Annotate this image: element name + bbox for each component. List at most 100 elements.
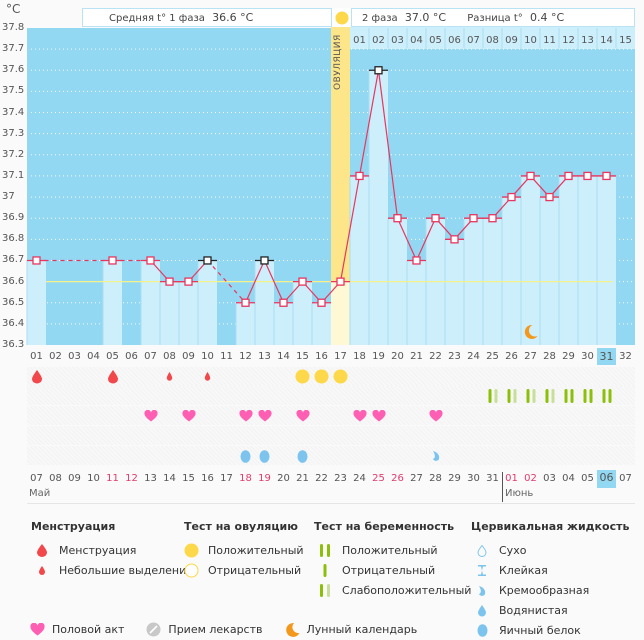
intercourse-marker[interactable] xyxy=(350,406,369,425)
cycle-day-label[interactable]: 28 xyxy=(543,351,556,362)
calendar-date-label[interactable]: 08 xyxy=(49,473,62,484)
calendar-date-label[interactable]: 31 xyxy=(486,473,499,484)
cycle-day-label[interactable]: 30 xyxy=(581,351,594,362)
temperature-bar xyxy=(350,175,369,345)
calendar-date-label[interactable]: 19 xyxy=(258,473,271,484)
calendar-date-label[interactable]: 06 xyxy=(597,470,616,488)
legend-title: Менструация xyxy=(31,520,116,533)
pregnancy-test-marker[interactable] xyxy=(559,386,578,405)
pregnancy-positive-icon xyxy=(320,543,330,557)
menstruation-marker[interactable] xyxy=(103,367,122,386)
cycle-day-label[interactable]: 15 xyxy=(296,351,309,362)
spotting-marker[interactable] xyxy=(198,367,217,386)
cycle-day-label[interactable]: 01 xyxy=(30,351,43,362)
pregnancy-test-marker[interactable] xyxy=(597,386,616,405)
intercourse-marker[interactable] xyxy=(179,406,198,425)
menstruation-marker[interactable] xyxy=(27,367,46,386)
calendar-date-label[interactable]: 17 xyxy=(220,473,233,484)
cycle-day-label[interactable]: 14 xyxy=(277,351,290,362)
calendar-date-label[interactable]: 16 xyxy=(201,473,214,484)
calendar-date-label[interactable]: 03 xyxy=(543,473,556,484)
spotting-marker[interactable] xyxy=(160,367,179,386)
temperature-bar xyxy=(160,281,179,345)
pregnancy-test-marker[interactable] xyxy=(483,386,502,405)
calendar-date-label[interactable]: 29 xyxy=(448,473,461,484)
cycle-day-label[interactable]: 27 xyxy=(524,351,537,362)
cycle-day-label[interactable]: 11 xyxy=(220,351,233,362)
pregnancy-test-marker[interactable] xyxy=(578,386,597,405)
calendar-date-label[interactable]: 28 xyxy=(429,473,442,484)
calendar-date-label[interactable]: 14 xyxy=(163,473,176,484)
calendar-date-label[interactable]: 26 xyxy=(391,473,404,484)
cervical-fluid-marker[interactable] xyxy=(255,446,274,465)
calendar-date-label[interactable]: 30 xyxy=(467,473,480,484)
cycle-day-label[interactable]: 06 xyxy=(125,351,138,362)
cycle-day-label[interactable]: 26 xyxy=(505,351,518,362)
cycle-day-label[interactable]: 19 xyxy=(372,351,385,362)
calendar-date-label[interactable]: 22 xyxy=(315,473,328,484)
cycle-day-label[interactable]: 12 xyxy=(239,351,252,362)
calendar-date-label[interactable]: 02 xyxy=(524,473,537,484)
pregnancy-test-icon xyxy=(507,388,516,403)
cycle-day-label[interactable]: 21 xyxy=(410,351,423,362)
y-tick-label: 37.8 xyxy=(2,22,25,33)
calendar-date-label[interactable]: 04 xyxy=(562,473,575,484)
calendar-date-label[interactable]: 07 xyxy=(30,473,43,484)
calendar-date-label[interactable]: 20 xyxy=(277,473,290,484)
calendar-date-label[interactable]: 11 xyxy=(106,473,119,484)
cervical-fluid-marker[interactable] xyxy=(293,446,312,465)
calendar-date-label[interactable]: 24 xyxy=(353,473,366,484)
cycle-day-label[interactable]: 32 xyxy=(619,351,632,362)
calendar-date-label[interactable]: 23 xyxy=(334,473,347,484)
temperature-point xyxy=(450,235,459,244)
cycle-day-label[interactable]: 31 xyxy=(597,348,616,365)
ovulation-test-marker[interactable] xyxy=(331,367,350,386)
cycle-day-label[interactable]: 16 xyxy=(315,351,328,362)
calendar-date-label[interactable]: 10 xyxy=(87,473,100,484)
cycle-day-label[interactable]: 25 xyxy=(486,351,499,362)
calendar-date-label[interactable]: 09 xyxy=(68,473,81,484)
cycle-day-label[interactable]: 10 xyxy=(201,351,214,362)
cycle-day-label[interactable]: 09 xyxy=(182,351,195,362)
temperature-bar xyxy=(407,260,426,345)
legend-title: Тест на беременность xyxy=(314,520,455,533)
calendar-date-label[interactable]: 27 xyxy=(410,473,423,484)
cycle-day-label[interactable]: 17 xyxy=(334,351,347,362)
calendar-date-label[interactable]: 13 xyxy=(144,473,157,484)
pregnancy-test-marker[interactable] xyxy=(502,386,521,405)
calendar-date-label[interactable]: 21 xyxy=(296,473,309,484)
calendar-date-label[interactable]: 05 xyxy=(581,473,594,484)
cycle-day-label[interactable]: 05 xyxy=(106,351,119,362)
intercourse-marker[interactable] xyxy=(293,406,312,425)
cycle-day-label[interactable]: 13 xyxy=(258,351,271,362)
ovulation-test-marker[interactable] xyxy=(312,367,331,386)
cycle-day-label[interactable]: 18 xyxy=(353,351,366,362)
intercourse-marker[interactable] xyxy=(141,406,160,425)
intercourse-marker[interactable] xyxy=(426,406,445,425)
cervical-dry-icon xyxy=(477,544,487,557)
intercourse-marker[interactable] xyxy=(255,406,274,425)
intercourse-marker[interactable] xyxy=(369,406,388,425)
calendar-date-label[interactable]: 15 xyxy=(182,473,195,484)
intercourse-marker[interactable] xyxy=(236,406,255,425)
calendar-date-label[interactable]: 25 xyxy=(372,473,385,484)
calendar-date-label[interactable]: 07 xyxy=(619,473,632,484)
cervical-fluid-marker[interactable] xyxy=(426,446,445,465)
cycle-day-label[interactable]: 08 xyxy=(163,351,176,362)
calendar-date-label[interactable]: 01 xyxy=(505,473,518,484)
cycle-day-label[interactable]: 24 xyxy=(467,351,480,362)
calendar-date-label[interactable]: 12 xyxy=(125,473,138,484)
cycle-day-label[interactable]: 29 xyxy=(562,351,575,362)
cycle-day-label[interactable]: 03 xyxy=(68,351,81,362)
cycle-day-label[interactable]: 23 xyxy=(448,351,461,362)
cycle-day-label[interactable]: 04 xyxy=(87,351,100,362)
ovulation-test-marker[interactable] xyxy=(293,367,312,386)
cycle-day-label[interactable]: 02 xyxy=(49,351,62,362)
cycle-day-label[interactable]: 20 xyxy=(391,351,404,362)
pregnancy-test-marker[interactable] xyxy=(540,386,559,405)
cycle-day-label[interactable]: 07 xyxy=(144,351,157,362)
cervical-fluid-marker[interactable] xyxy=(236,446,255,465)
pregnancy-test-marker[interactable] xyxy=(521,386,540,405)
cycle-day-label[interactable]: 22 xyxy=(429,351,442,362)
calendar-date-label[interactable]: 18 xyxy=(239,473,252,484)
